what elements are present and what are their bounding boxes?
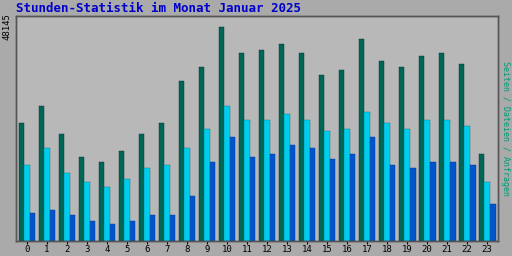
Bar (484, 182, 490, 241)
Bar (359, 39, 364, 241)
Bar (99, 162, 104, 241)
Bar (84, 182, 90, 241)
Bar (70, 216, 75, 241)
Bar (239, 53, 244, 241)
Bar (470, 165, 476, 241)
Bar (390, 165, 395, 241)
Bar (370, 137, 375, 241)
Bar (119, 151, 124, 241)
Bar (184, 148, 190, 241)
Bar (179, 81, 184, 241)
Bar (404, 129, 410, 241)
Bar (244, 120, 250, 241)
Bar (224, 106, 230, 241)
Bar (18, 123, 24, 241)
Bar (104, 187, 110, 241)
Bar (364, 112, 370, 241)
Bar (44, 148, 50, 241)
Bar (350, 154, 355, 241)
Bar (164, 165, 170, 241)
Bar (204, 129, 210, 241)
Bar (330, 159, 335, 241)
Bar (379, 61, 385, 241)
Bar (230, 137, 236, 241)
Bar (444, 120, 450, 241)
Bar (310, 148, 315, 241)
Bar (64, 173, 70, 241)
Bar (419, 56, 424, 241)
Bar (58, 134, 64, 241)
Bar (30, 213, 35, 241)
Text: Stunden-Statistik im Monat Januar 2025: Stunden-Statistik im Monat Januar 2025 (16, 2, 301, 15)
Bar (170, 216, 176, 241)
Bar (439, 53, 444, 241)
Bar (259, 50, 264, 241)
Y-axis label: Seiten / Dateien / Anfragen: Seiten / Dateien / Anfragen (501, 61, 510, 196)
Bar (270, 154, 275, 241)
Bar (219, 27, 224, 241)
Bar (78, 157, 84, 241)
Bar (210, 162, 216, 241)
Bar (50, 210, 55, 241)
Bar (284, 114, 290, 241)
Bar (318, 75, 324, 241)
Bar (385, 123, 390, 241)
Bar (430, 162, 436, 241)
Bar (110, 224, 115, 241)
Bar (279, 44, 284, 241)
Bar (24, 165, 30, 241)
Bar (399, 67, 404, 241)
Bar (410, 168, 416, 241)
Bar (459, 64, 464, 241)
Bar (190, 196, 196, 241)
Bar (304, 120, 310, 241)
Bar (199, 67, 204, 241)
Bar (159, 123, 164, 241)
Bar (124, 179, 130, 241)
Bar (38, 106, 44, 241)
Bar (264, 120, 270, 241)
Bar (344, 129, 350, 241)
Bar (338, 70, 344, 241)
Bar (324, 131, 330, 241)
Bar (464, 126, 470, 241)
Bar (450, 162, 456, 241)
Bar (144, 168, 150, 241)
Bar (479, 154, 484, 241)
Bar (490, 204, 496, 241)
Bar (424, 120, 430, 241)
Bar (290, 145, 295, 241)
Bar (90, 221, 95, 241)
Bar (250, 157, 255, 241)
Bar (150, 216, 156, 241)
Bar (298, 53, 304, 241)
Bar (130, 221, 135, 241)
Bar (139, 134, 144, 241)
